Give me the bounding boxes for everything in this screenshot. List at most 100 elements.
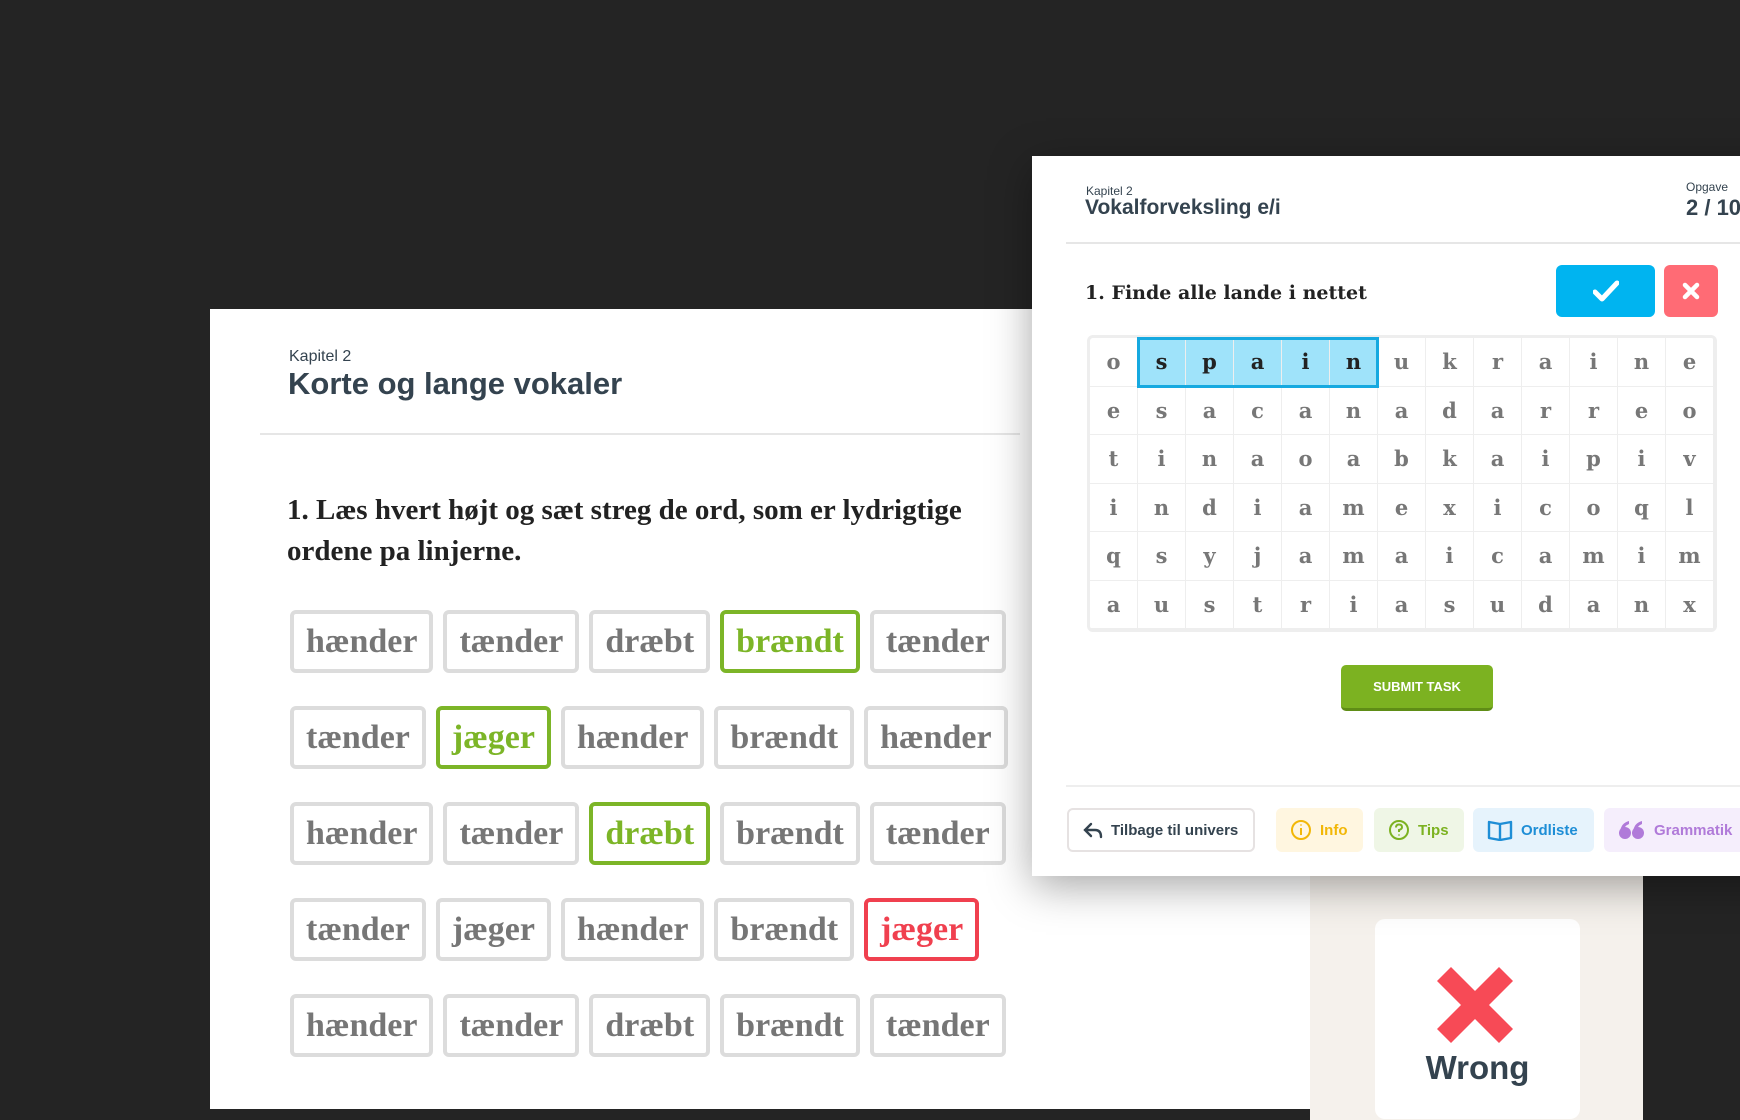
grid-cell[interactable]: x	[1666, 580, 1714, 629]
ordliste-button[interactable]: Ordliste	[1473, 808, 1594, 852]
grid-cell[interactable]: a	[1378, 386, 1426, 435]
word-chip[interactable]: brændt	[720, 610, 860, 673]
confirm-button[interactable]	[1556, 265, 1655, 317]
grid-cell[interactable]: s	[1186, 580, 1234, 629]
grid-cell[interactable]: a	[1330, 435, 1378, 484]
grid-cell[interactable]: q	[1090, 532, 1138, 581]
grid-cell[interactable]: c	[1234, 386, 1282, 435]
grid-cell[interactable]: t	[1234, 580, 1282, 629]
word-chip[interactable]: tænder	[443, 610, 580, 673]
grid-cell[interactable]: n	[1618, 338, 1666, 387]
grid-cell[interactable]: l	[1666, 483, 1714, 532]
grid-cell[interactable]: n	[1186, 435, 1234, 484]
grid-cell[interactable]: p	[1186, 338, 1234, 387]
word-chip[interactable]: tænder	[443, 802, 580, 865]
grid-cell[interactable]: i	[1138, 435, 1186, 484]
grid-cell[interactable]: i	[1282, 338, 1330, 387]
word-chip[interactable]: dræbt	[589, 994, 711, 1057]
word-chip[interactable]: hænder	[290, 610, 434, 673]
grid-cell[interactable]: v	[1666, 435, 1714, 484]
grid-cell[interactable]: q	[1618, 483, 1666, 532]
grid-cell[interactable]: s	[1138, 338, 1186, 387]
word-chip[interactable]: brændt	[714, 898, 855, 961]
grid-cell[interactable]: a	[1282, 386, 1330, 435]
word-chip[interactable]: brændt	[720, 994, 860, 1057]
grid-cell[interactable]: a	[1474, 435, 1522, 484]
grid-cell[interactable]: r	[1474, 338, 1522, 387]
grammatik-button[interactable]: Grammatik	[1604, 808, 1740, 852]
grid-cell[interactable]: n	[1618, 580, 1666, 629]
word-chip[interactable]: tænder	[869, 994, 1006, 1057]
grid-cell[interactable]: a	[1522, 338, 1570, 387]
word-chip[interactable]: tænder	[869, 802, 1006, 865]
grid-cell[interactable]: c	[1522, 483, 1570, 532]
clear-button[interactable]	[1664, 265, 1718, 317]
grid-cell[interactable]: i	[1618, 532, 1666, 581]
grid-cell[interactable]: a	[1186, 386, 1234, 435]
grid-cell[interactable]: p	[1570, 435, 1618, 484]
grid-cell[interactable]: a	[1234, 338, 1282, 387]
grid-cell[interactable]: u	[1138, 580, 1186, 629]
grid-cell[interactable]: o	[1282, 435, 1330, 484]
word-chip[interactable]: hænder	[560, 898, 705, 961]
grid-cell[interactable]: i	[1522, 435, 1570, 484]
grid-cell[interactable]: e	[1090, 386, 1138, 435]
grid-cell[interactable]: i	[1330, 580, 1378, 629]
word-chip[interactable]: tænder	[290, 898, 426, 961]
grid-cell[interactable]: a	[1378, 532, 1426, 581]
back-to-universe-button[interactable]: Tilbage til univers	[1067, 808, 1255, 852]
grid-cell[interactable]: i	[1618, 435, 1666, 484]
grid-cell[interactable]: n	[1330, 338, 1378, 387]
grid-cell[interactable]: m	[1570, 532, 1618, 581]
grid-cell[interactable]: m	[1330, 532, 1378, 581]
word-chip[interactable]: jæger	[435, 706, 551, 769]
grid-cell[interactable]: d	[1426, 386, 1474, 435]
word-chip[interactable]: tænder	[869, 610, 1006, 673]
grid-cell[interactable]: u	[1474, 580, 1522, 629]
grid-cell[interactable]: r	[1282, 580, 1330, 629]
grid-cell[interactable]: j	[1234, 532, 1282, 581]
word-chip[interactable]: hænder	[560, 706, 705, 769]
grid-cell[interactable]: a	[1474, 386, 1522, 435]
grid-cell[interactable]: s	[1426, 580, 1474, 629]
word-chip[interactable]: brændt	[720, 802, 860, 865]
grid-cell[interactable]: s	[1138, 532, 1186, 581]
grid-cell[interactable]: n	[1330, 386, 1378, 435]
grid-cell[interactable]: s	[1138, 386, 1186, 435]
word-chip[interactable]: hænder	[290, 802, 434, 865]
grid-cell[interactable]: n	[1138, 483, 1186, 532]
grid-cell[interactable]: a	[1570, 580, 1618, 629]
word-chip[interactable]: dræbt	[589, 802, 711, 865]
word-chip[interactable]: hænder	[864, 706, 1008, 769]
grid-cell[interactable]: d	[1522, 580, 1570, 629]
grid-cell[interactable]: a	[1282, 532, 1330, 581]
word-chip[interactable]: dræbt	[589, 610, 711, 673]
word-chip[interactable]: tænder	[443, 994, 580, 1057]
grid-cell[interactable]: i	[1426, 532, 1474, 581]
grid-cell[interactable]: i	[1474, 483, 1522, 532]
grid-cell[interactable]: i	[1234, 483, 1282, 532]
word-chip[interactable]: hænder	[290, 994, 434, 1057]
grid-cell[interactable]: o	[1090, 338, 1138, 387]
grid-cell[interactable]: u	[1378, 338, 1426, 387]
grid-cell[interactable]: e	[1618, 386, 1666, 435]
grid-cell[interactable]: m	[1666, 532, 1714, 581]
grid-cell[interactable]: r	[1570, 386, 1618, 435]
grid-cell[interactable]: i	[1090, 483, 1138, 532]
grid-cell[interactable]: b	[1378, 435, 1426, 484]
grid-cell[interactable]: c	[1474, 532, 1522, 581]
grid-cell[interactable]: a	[1090, 580, 1138, 629]
grid-cell[interactable]: x	[1426, 483, 1474, 532]
grid-cell[interactable]: y	[1186, 532, 1234, 581]
grid-cell[interactable]: m	[1330, 483, 1378, 532]
grid-cell[interactable]: a	[1234, 435, 1282, 484]
grid-cell[interactable]: k	[1426, 435, 1474, 484]
tips-button[interactable]: Tips	[1374, 808, 1464, 852]
grid-cell[interactable]: i	[1570, 338, 1618, 387]
grid-cell[interactable]: o	[1666, 386, 1714, 435]
grid-cell[interactable]: d	[1186, 483, 1234, 532]
grid-cell[interactable]: e	[1378, 483, 1426, 532]
grid-cell[interactable]: a	[1522, 532, 1570, 581]
word-chip[interactable]: jæger	[435, 898, 551, 961]
grid-cell[interactable]: e	[1666, 338, 1714, 387]
